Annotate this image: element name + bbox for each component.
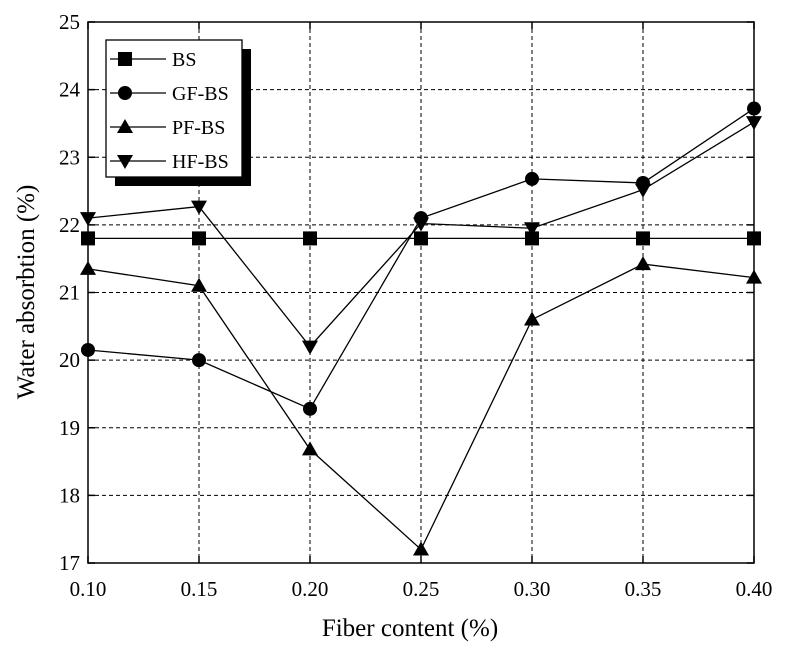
data-point-bs [636,231,650,246]
y-tick-label: 24 [59,78,81,102]
data-point-pf-bs [191,277,207,292]
legend-label: PF-BS [172,117,225,139]
data-point-gf-bs [303,401,317,416]
y-tick-label: 25 [59,10,80,34]
y-tick-label: 18 [59,483,80,507]
data-point-pf-bs [413,541,429,556]
data-point-bs [303,231,317,246]
axis-ticks: 0.10 0.15 0.20 0.25 0.30 0.35 0.40 17 18 19 20 21 22… [59,10,772,601]
data-point-pf-bs [302,441,318,456]
y-tick-label: 21 [59,281,80,305]
y-axis-title: Water absorbtion (%) [13,185,40,400]
data-point-hf-bs [524,222,540,237]
legend-item-hf-bs: HF-BS [110,151,229,173]
y-tick-label: 20 [59,348,80,372]
data-point-pf-bs [635,256,651,271]
x-axis-title: Fiber content (%) [322,615,498,642]
x-tick-label: 0.20 [292,577,329,601]
x-tick-label: 0.10 [70,577,107,601]
x-tick-label: 0.25 [403,577,440,601]
data-point-hf-bs [413,217,429,232]
data-point-hf-bs [635,183,651,198]
legend-label: GF-BS [172,83,229,105]
legend-item-bs: BS [110,49,196,71]
legend-item-gf-bs: GF-BS [110,83,229,105]
y-tick-label: 23 [59,145,80,169]
series-pf-bs [80,256,762,556]
legend-label: BS [172,49,196,71]
legend-label: HF-BS [172,151,229,173]
y-tick-label: 17 [59,551,80,575]
x-tick-label: 0.35 [625,577,662,601]
legend-item-pf-bs: PF-BS [110,117,225,139]
legend-marker [118,52,132,66]
series-bs [81,231,761,246]
data-point-bs [414,231,428,246]
x-tick-label: 0.15 [181,577,218,601]
legend: BS GF-BS PF-BS HF-BS [105,39,251,186]
data-point-bs [192,231,206,246]
y-tick-label: 22 [59,213,80,237]
data-point-gf-bs [192,353,206,368]
legend-marker [118,86,132,100]
x-tick-label: 0.30 [514,577,551,601]
y-tick-label: 19 [59,416,80,440]
legend-marker [117,155,133,169]
data-point-gf-bs [525,171,539,186]
data-point-bs [525,231,539,246]
data-point-hf-bs [191,200,207,215]
data-point-pf-bs [524,311,540,326]
data-point-hf-bs [302,340,318,355]
legend-marker [117,119,133,133]
x-tick-label: 0.40 [736,577,773,601]
